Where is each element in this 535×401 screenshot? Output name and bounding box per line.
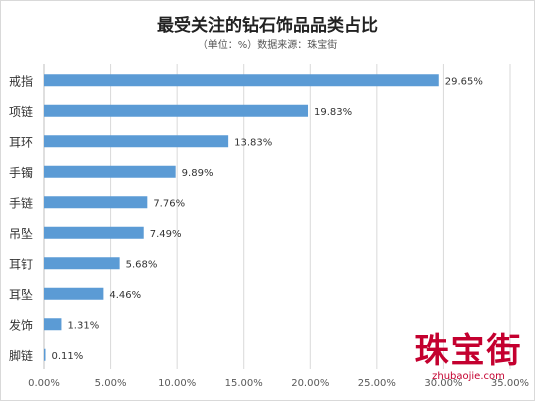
x-tick-label: 30.00% <box>424 378 462 389</box>
category-label: 项链 <box>9 104 33 119</box>
bar <box>44 318 62 331</box>
value-label: 19.83% <box>314 107 352 118</box>
value-label: 0.11% <box>52 351 84 362</box>
watermark-url: zhubaojie.com <box>432 371 505 382</box>
value-label: 4.46% <box>109 290 141 301</box>
category-label: 吊坠 <box>9 227 33 241</box>
watermark-brand: 珠宝街 <box>414 331 523 371</box>
category-label: 耳环 <box>9 135 33 149</box>
category-label: 脚链 <box>9 348 33 363</box>
bar <box>44 287 104 300</box>
category-label: 戒指 <box>9 73 33 88</box>
bar <box>44 348 46 361</box>
category-label: 耳钉 <box>9 257 33 271</box>
value-label: 13.83% <box>234 137 272 148</box>
bar <box>44 257 120 270</box>
bars <box>44 74 439 361</box>
bar <box>44 165 176 178</box>
value-label: 7.49% <box>150 229 182 240</box>
x-tick-label: 15.00% <box>225 378 263 389</box>
x-tick-label: 10.00% <box>158 378 196 389</box>
x-tick-label: 35.00% <box>491 378 529 389</box>
chart-title: 最受关注的钻石饰品品类占比 <box>157 16 378 36</box>
value-label: 9.89% <box>182 168 214 179</box>
bar <box>44 226 144 239</box>
value-label: 29.65% <box>445 76 483 87</box>
x-tick-label: 0.00% <box>28 378 60 389</box>
bar <box>44 74 439 87</box>
category-label: 耳坠 <box>9 288 33 302</box>
labels: 0.00% 5.00% 10.00% 15.00% 20.00% 25.00% 30.00%… <box>9 73 529 389</box>
value-label: 5.68% <box>126 259 158 270</box>
category-label: 手镯 <box>9 165 33 180</box>
bar <box>44 196 148 209</box>
bar <box>44 104 309 117</box>
watermark-logo: 珠宝街 zhubaojie.com <box>406 331 531 383</box>
x-tick-label: 5.00% <box>95 378 127 389</box>
chart-subtitle: （单位：%）数据来源：珠宝街 <box>197 40 338 51</box>
x-tick-label: 20.00% <box>291 378 329 389</box>
x-tick-label: 25.00% <box>358 378 396 389</box>
bar <box>44 135 229 148</box>
category-label: 发饰 <box>9 317 33 332</box>
value-label: 7.76% <box>153 198 185 209</box>
value-label: 1.31% <box>67 320 99 331</box>
category-label: 手链 <box>9 195 33 210</box>
